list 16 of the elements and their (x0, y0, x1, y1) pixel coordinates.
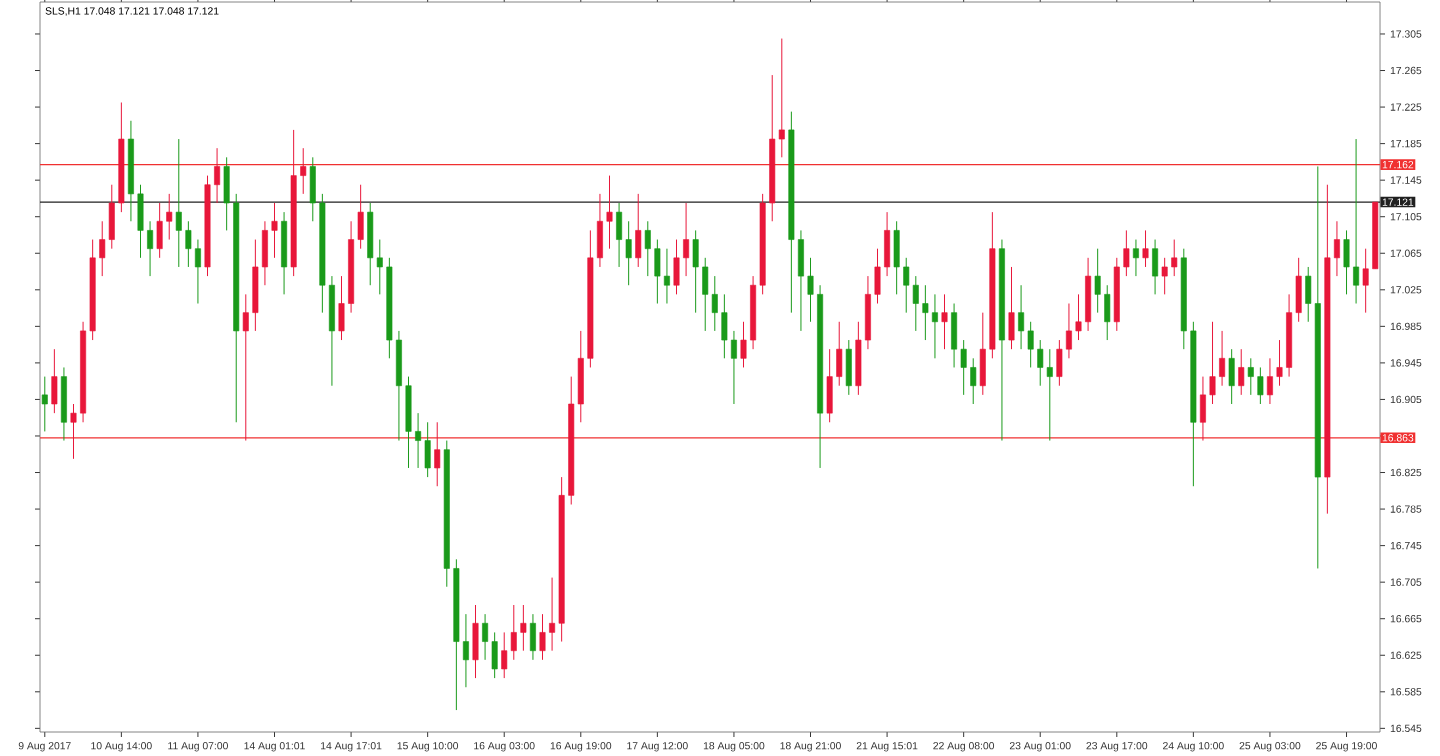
candlestick (1008, 266, 1015, 350)
candlestick (1238, 348, 1245, 396)
candlestick (529, 613, 536, 661)
candlestick (941, 293, 948, 350)
candlestick (41, 376, 48, 432)
candlestick (281, 211, 288, 295)
candlestick (845, 339, 852, 396)
candlestick (51, 348, 58, 414)
candlestick (1152, 239, 1159, 295)
candlestick (1132, 239, 1139, 277)
candlestick (1142, 229, 1149, 268)
candlestick (472, 604, 479, 679)
candlestick (635, 193, 642, 268)
candlestick (1228, 348, 1235, 405)
candlestick (60, 366, 67, 442)
candlestick (434, 421, 441, 487)
